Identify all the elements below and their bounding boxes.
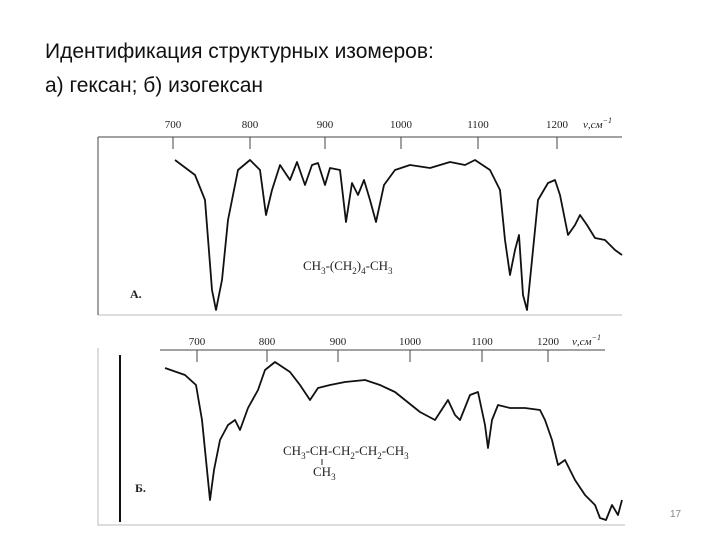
- tick-label: 800: [242, 119, 259, 131]
- title-line: а) гексан; б) изогексан: [45, 74, 263, 97]
- title-line: Идентификация структурных изомеров:: [45, 40, 434, 63]
- tick-label: 1000: [399, 336, 422, 348]
- spectrum-a: 700 800 900 1000 1100 1200 ν,см−1 CH3-(CH2)4-…: [97, 116, 623, 316]
- tick-label: 1200: [546, 119, 569, 131]
- unit: ν,см−1: [572, 333, 601, 348]
- tick-label: 800: [259, 336, 276, 348]
- formula: CH3-CH-CH2-CH2-CH3: [283, 443, 409, 461]
- tick-label: 700: [189, 336, 206, 348]
- page-number: 17: [670, 509, 682, 520]
- formula: CH3-(CH2)4-CH3: [303, 258, 393, 276]
- spectrum-curve: [174, 159, 623, 311]
- spectrum-label: А.: [130, 287, 142, 301]
- tick-label: 1000: [390, 119, 413, 131]
- tick-label: 900: [317, 119, 334, 131]
- tick-label: 1100: [467, 119, 489, 131]
- tick-label: 700: [165, 119, 182, 131]
- spectrum-curve: [164, 361, 623, 521]
- tick-label: 1100: [471, 336, 493, 348]
- unit: ν,см−1: [583, 116, 612, 131]
- tick-label: 1200: [537, 336, 560, 348]
- frame: [97, 348, 625, 526]
- formula-branch: CH3: [313, 464, 336, 482]
- tick-label: 900: [330, 336, 347, 348]
- spectrum-label: Б.: [135, 481, 146, 495]
- spectrum-b: 700 800 900 1000 1100 1200 ν,см−1 CH3-CH-CH2-…: [97, 333, 625, 526]
